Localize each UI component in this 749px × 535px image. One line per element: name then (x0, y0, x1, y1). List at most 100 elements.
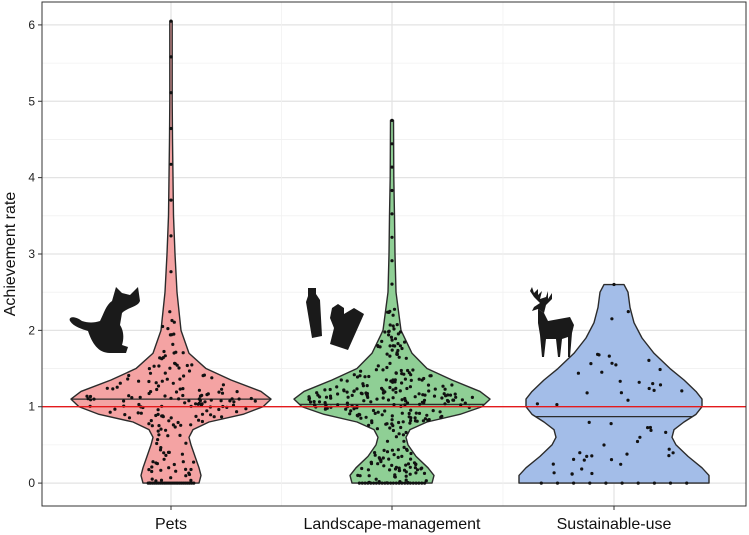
data-point (187, 369, 192, 373)
data-point (664, 430, 668, 434)
data-point (184, 441, 188, 445)
data-point (397, 355, 401, 359)
data-point (539, 481, 543, 485)
data-point (176, 420, 180, 425)
data-point (580, 467, 584, 471)
data-point (159, 478, 164, 482)
data-point (126, 377, 130, 381)
data-point (422, 401, 426, 405)
data-point (400, 346, 404, 351)
data-point (387, 457, 391, 461)
data-point (164, 453, 168, 457)
data-point (158, 356, 162, 360)
violin-sustainable-use (518, 283, 710, 484)
data-point (169, 476, 173, 480)
data-point (197, 388, 201, 392)
data-point (403, 481, 407, 485)
y-tick-label: 2 (28, 323, 35, 337)
data-point (345, 390, 349, 394)
data-point (387, 333, 391, 337)
data-point (396, 348, 400, 353)
data-point (433, 387, 437, 391)
data-point (417, 377, 421, 381)
data-point (401, 433, 405, 437)
data-point (411, 368, 415, 372)
data-point (111, 387, 115, 391)
data-point (394, 481, 398, 485)
data-point (183, 401, 187, 405)
y-tick-label: 1 (28, 400, 35, 414)
data-point (217, 390, 221, 394)
data-point (391, 388, 395, 392)
data-point (192, 481, 196, 485)
data-point (151, 460, 155, 464)
data-point (413, 395, 417, 399)
data-point (647, 386, 651, 391)
y-axis-title: Achievement rate (2, 192, 19, 317)
data-point (178, 433, 182, 437)
data-point (619, 391, 624, 395)
data-point (181, 387, 185, 391)
data-point (166, 450, 171, 454)
litter-icon (306, 288, 364, 350)
data-point (378, 345, 382, 349)
data-point (360, 481, 364, 485)
data-point (230, 397, 234, 401)
data-point (397, 481, 401, 485)
data-point (396, 332, 400, 336)
data-point (609, 458, 614, 462)
data-point (363, 375, 367, 379)
data-point (459, 403, 463, 407)
data-point (220, 391, 225, 395)
data-point (396, 455, 400, 459)
data-point (155, 441, 159, 446)
data-point (346, 395, 350, 399)
data-point (404, 463, 408, 467)
data-point (163, 394, 167, 398)
data-point (403, 340, 407, 344)
data-point (460, 398, 464, 402)
data-point (336, 403, 340, 407)
data-point (156, 384, 161, 388)
data-point (393, 344, 397, 348)
data-point (381, 391, 385, 395)
data-point (379, 460, 383, 464)
data-point (390, 282, 394, 286)
violins (70, 20, 710, 484)
y-tick-label: 5 (28, 94, 35, 108)
data-point (169, 198, 173, 202)
data-point (392, 453, 396, 457)
data-point (200, 419, 204, 424)
data-point (668, 481, 673, 485)
data-point (352, 373, 356, 377)
data-point (397, 432, 401, 436)
data-point (361, 384, 365, 388)
data-point (171, 423, 175, 427)
data-point (420, 481, 424, 485)
data-point (392, 307, 397, 311)
data-point (443, 387, 447, 391)
data-point (386, 398, 391, 402)
data-point (147, 468, 151, 472)
data-point (163, 354, 167, 358)
data-point (383, 330, 387, 334)
data-point (626, 310, 630, 314)
data-point (620, 481, 624, 485)
data-point (178, 377, 182, 381)
data-point (167, 419, 171, 423)
data-point (409, 451, 413, 456)
data-point (414, 481, 418, 485)
data-point (369, 481, 373, 485)
data-point (308, 400, 313, 404)
data-point (171, 381, 175, 385)
data-point (391, 481, 395, 485)
data-point (127, 373, 131, 378)
data-point (408, 481, 412, 485)
data-point (237, 397, 241, 401)
data-point (174, 390, 179, 394)
data-point (180, 452, 184, 456)
data-point (610, 361, 614, 365)
data-point (390, 188, 394, 193)
